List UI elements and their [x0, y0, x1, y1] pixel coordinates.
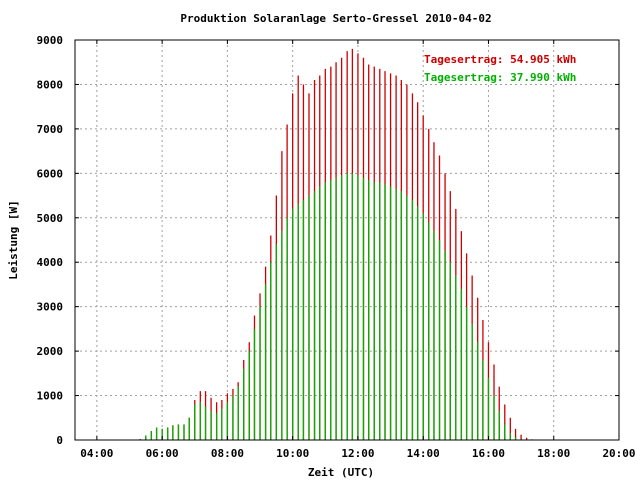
plot-frame: [74, 39, 620, 441]
y-axis-label: Leistung [W]: [7, 200, 20, 279]
x-tick-label: 10:00: [276, 447, 309, 460]
bars: [128, 48, 533, 440]
y-tick-label: 7000: [37, 123, 64, 136]
legend-series-1: Tagesertrag: 54.905 kWh: [424, 53, 576, 66]
chart-title: Produktion Solaranlage Serto-Gressel 201…: [180, 12, 491, 25]
y-tick-label: 8000: [37, 78, 64, 91]
y-tick-label: 2000: [37, 345, 64, 358]
ticks: 0 1000 2000 3000 4000 5000 6000 7000 8000 9000 04:…: [37, 34, 636, 460]
x-tick-label: 04:00: [80, 447, 113, 460]
y-tick-label: 5000: [37, 212, 64, 225]
x-tick-label: 14:00: [407, 447, 440, 460]
y-tick-label: 9000: [37, 34, 64, 47]
x-axis-label: Zeit (UTC): [308, 466, 374, 479]
x-tick-label: 16:00: [472, 447, 505, 460]
x-tick-label: 06:00: [146, 447, 179, 460]
x-tick-label: 08:00: [211, 447, 244, 460]
x-tick-label: 12:00: [341, 447, 374, 460]
y-tick-label: 3000: [37, 301, 64, 314]
legend-series-2: Tagesertrag: 37.990 kWh: [424, 71, 576, 84]
x-tick-label: 18:00: [537, 447, 570, 460]
y-tick-label: 4000: [37, 256, 64, 269]
y-tick-label: 6000: [37, 167, 64, 180]
y-tick-label: 0: [56, 434, 63, 447]
x-tick-label: 20:00: [602, 447, 635, 460]
y-tick-label: 1000: [37, 390, 64, 403]
